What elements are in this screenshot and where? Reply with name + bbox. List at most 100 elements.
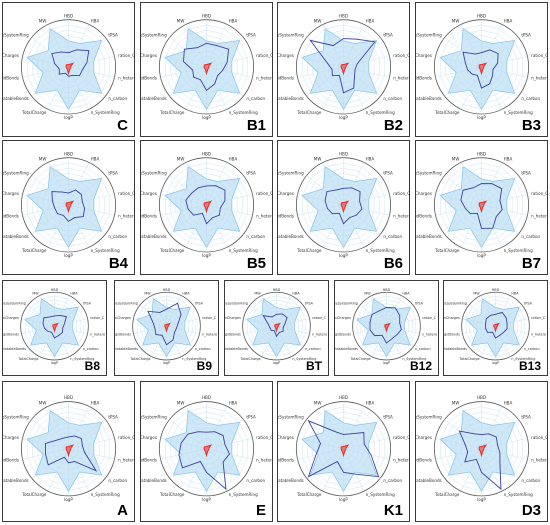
radar-series-compound — [51, 49, 90, 77]
radar-spoke — [480, 326, 496, 357]
radar-axis-label: n_hetero — [118, 457, 134, 462]
radar-spoke — [343, 204, 365, 248]
radar-spoke — [151, 295, 167, 327]
radar-spoke — [343, 204, 381, 235]
radar-axis-label: HBD — [202, 395, 211, 400]
radar-axis-label: n_carbon — [195, 347, 211, 351]
radar-axis-label: n_carbon — [383, 478, 402, 483]
radar-axis-label: ration_C — [256, 191, 272, 196]
radar-spoke — [343, 175, 381, 205]
radar-spoke — [343, 66, 390, 78]
radar-spoke — [481, 204, 519, 235]
radar-spoke — [68, 37, 106, 67]
radar-spoke — [386, 318, 420, 327]
radar-spoke — [460, 406, 482, 449]
radar-spoke — [481, 448, 528, 460]
radar-axis-label: n_SystemRing — [229, 248, 258, 253]
radar-axis-label: logP — [64, 497, 73, 502]
radar-axis-label: MW — [254, 291, 261, 295]
radar-axis-label: RotatableBonds — [3, 96, 29, 101]
radar-axis-label: tPSA — [83, 302, 92, 306]
radar-axis-label: n_SystemRing — [366, 110, 395, 115]
radar-spoke — [322, 204, 344, 248]
radar-axis-label: MW — [314, 18, 322, 23]
radar-axis-label: n_SystemRing — [504, 248, 533, 253]
panel-label: C — [117, 117, 128, 134]
radar-axis-label: TotalCharge — [240, 357, 261, 361]
radar-panel-e: HBD HBA tPSA ration_C n_hetero n_carbon n_Syst… — [140, 381, 273, 522]
radar-svg: HBD HBA tPSA ration_C n_hetero n_carbon n_Syst… — [115, 288, 217, 365]
radar-spoke — [133, 318, 167, 327]
radar-outer-ring — [20, 401, 117, 497]
radar-spoke — [481, 56, 528, 68]
radar-spoke — [435, 56, 482, 68]
radar-axis-label: n_carbon — [383, 96, 402, 101]
radar-axis-label: n_hetero — [531, 76, 547, 81]
radar-axis-label: logP — [64, 115, 73, 120]
radar-spoke — [166, 326, 182, 357]
radar-spoke — [68, 66, 115, 78]
radar-axis-label: RigidBonds — [141, 76, 157, 81]
radar-axis-label: MW — [39, 400, 47, 405]
radar-axis-label: numCharges — [278, 53, 294, 58]
radar-svg: HBD HBA tPSA ration_C n_hetero n_carbon n_Syst… — [335, 288, 437, 365]
radar-series-reference — [65, 62, 75, 76]
radar-axis-label: RigidBonds — [141, 214, 157, 219]
radar-axis-label: n_carbon — [415, 347, 431, 351]
radar-spoke — [343, 448, 381, 479]
radar-spoke — [47, 24, 69, 67]
radar-axis-label: TotalCharge — [159, 492, 185, 497]
radar-axis-label: tPSA — [108, 414, 118, 419]
radar-axis-label: logP — [273, 361, 280, 365]
radar-spoke — [386, 325, 414, 348]
radar-axis-label: n_carbon — [521, 478, 540, 483]
radar-panel-b9: HBD HBA tPSA ration_C n_hetero n_carbon n_Syst… — [114, 280, 219, 376]
radar-axis-label: ration_C — [118, 53, 134, 58]
radar-spoke — [495, 325, 529, 334]
radar-axis-label: MW — [452, 400, 460, 405]
radar-axis-label: n_carbon — [108, 96, 127, 101]
radar-spoke — [68, 204, 115, 216]
radar-spoke — [68, 419, 106, 449]
radar-spoke — [185, 24, 207, 67]
radar-spoke — [185, 406, 207, 449]
radar-spoke — [460, 204, 482, 248]
radar-axis-label: SizeSystemRing — [141, 171, 167, 176]
radar-axis-label: RotatableBonds — [3, 234, 29, 239]
radar-axis-label: n_SystemRing — [70, 357, 94, 361]
radar-axis-label: RigidBonds — [3, 214, 19, 219]
radar-axis-label: ration_C — [118, 435, 134, 440]
radar-axis-label: MW — [473, 291, 480, 295]
radar-svg: HBD HBA tPSA ration_C n_hetero n_carbon n_Syst… — [3, 13, 134, 120]
radar-spoke — [47, 406, 69, 449]
radar-spoke — [444, 66, 482, 97]
radar-spoke — [343, 194, 390, 206]
radar-axis-label: HBA — [402, 291, 410, 295]
radar-axis-label: SizeSystemRing — [444, 302, 467, 306]
radar-spoke — [31, 204, 69, 235]
radar-spoke — [160, 204, 207, 216]
radar-series-reference — [384, 322, 392, 333]
radar-spoke — [27, 325, 55, 348]
radar-panel-bt: HBD HBA tPSA ration_C n_hetero n_carbon n_Syst… — [224, 280, 329, 376]
radar-axis-label: SizeSystemRing — [141, 33, 167, 38]
radar-axis-label: MW — [314, 156, 322, 161]
radar-axis-label: n_carbon — [305, 347, 321, 351]
radar-spoke — [185, 204, 207, 248]
radar-axis-label: numCharges — [3, 316, 19, 320]
radar-outer-ring — [158, 401, 255, 497]
radar-spoke — [343, 448, 365, 492]
radar-axis-label: SizeSystemRing — [115, 302, 138, 306]
radar-axis-label: MW — [364, 291, 371, 295]
radar-axis-label: SizeSystemRing — [278, 171, 304, 176]
radar-axis-label: RigidBonds — [3, 457, 19, 462]
radar-svg: HBD HBA tPSA ration_C n_hetero n_carbon n_Syst… — [416, 395, 547, 502]
radar-spoke — [68, 66, 90, 110]
radar-spoke — [151, 326, 167, 357]
radar-axis-label: RotatableBonds — [278, 96, 304, 101]
radar-panel-b2: HBD HBA tPSA ration_C n_hetero n_carbon n_Syst… — [277, 2, 410, 137]
radar-spoke — [435, 66, 482, 78]
radar-axis-label: RigidBonds — [416, 76, 432, 81]
panel-label: E — [255, 502, 266, 519]
